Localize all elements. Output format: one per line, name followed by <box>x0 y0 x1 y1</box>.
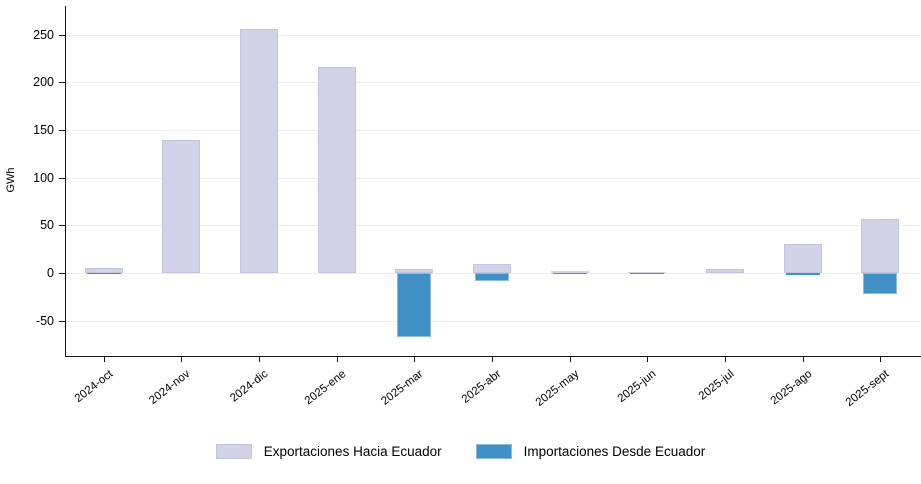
legend-swatch-importaciones <box>475 444 512 459</box>
y-tick-mark <box>59 320 65 322</box>
x-tick-label: 2025-ene <box>302 368 349 408</box>
legend-swatch-exportaciones <box>215 444 252 459</box>
x-tick-label: 2025-sept <box>843 368 892 409</box>
x-tick-mark <box>181 357 183 362</box>
legend-item-importaciones: Importaciones Desde Ecuador <box>475 444 706 459</box>
legend-label-exportaciones: Exportaciones Hacia Ecuador <box>263 444 442 459</box>
x-tick-label: 2025-may <box>533 368 582 409</box>
y-tick-label: 50 <box>40 218 54 233</box>
y-tick-label: 250 <box>33 27 54 42</box>
bar-export <box>473 263 511 274</box>
y-tick-mark <box>59 177 65 179</box>
x-tick-mark <box>103 357 105 362</box>
x-tick-mark <box>569 357 571 362</box>
bar-export <box>783 244 822 274</box>
y-tick-mark <box>59 273 65 275</box>
x-tick-label: 2025-mar <box>379 368 426 408</box>
y-axis-title: GWh <box>5 167 17 193</box>
x-tick-mark <box>492 357 493 362</box>
y-axis-line <box>65 6 66 357</box>
x-tick-mark <box>414 357 416 362</box>
legend: Exportaciones Hacia Ecuador Importacione… <box>0 444 921 459</box>
y-tick-mark <box>59 82 65 84</box>
bar-export <box>240 28 279 274</box>
y-tick-mark <box>59 130 65 132</box>
y-tick-label: 150 <box>33 123 54 138</box>
gridline <box>66 130 920 132</box>
bar-import <box>863 273 898 295</box>
x-tick-label: 2025-jul <box>696 368 737 403</box>
gridline <box>66 225 920 227</box>
x-tick-label: 2024-nov <box>147 368 193 407</box>
gridline <box>66 320 920 322</box>
x-tick-label: 2025-ago <box>768 368 814 408</box>
x-tick-label: 2025-abr <box>459 368 504 406</box>
bar-import <box>397 273 432 337</box>
x-tick-label: 2024-dic <box>228 368 271 405</box>
bar-export <box>317 67 356 274</box>
bar-export <box>84 268 123 274</box>
x-tick-mark <box>724 357 726 362</box>
bar-export <box>861 218 900 274</box>
x-tick-label: 2025-jun <box>615 368 659 406</box>
x-tick-mark <box>802 357 804 362</box>
y-tick-mark <box>59 34 65 36</box>
bar-import <box>86 273 121 275</box>
bar-export <box>395 269 434 274</box>
legend-label-importaciones: Importaciones Desde Ecuador <box>523 444 706 459</box>
y-tick-label: 100 <box>33 170 54 185</box>
bar-export <box>705 269 744 274</box>
bar-import <box>475 273 509 281</box>
legend-item-exportaciones: Exportaciones Hacia Ecuador <box>215 444 442 459</box>
gridline <box>66 34 920 36</box>
gridline <box>66 177 920 179</box>
y-tick-label: -50 <box>35 313 54 328</box>
x-tick-mark <box>259 357 261 362</box>
y-tick-mark <box>59 225 65 227</box>
x-tick-label: 2024-oct <box>72 368 116 406</box>
y-tick-label: 200 <box>33 75 54 90</box>
bar-import <box>785 273 820 275</box>
bar-export <box>162 139 201 274</box>
bar-import <box>630 273 665 275</box>
x-tick-mark <box>336 357 338 362</box>
x-tick-mark <box>647 357 649 362</box>
bar-export <box>550 271 589 274</box>
bar-export <box>628 272 667 274</box>
y-tick-label: 0 <box>47 266 54 281</box>
bar-import <box>552 273 587 275</box>
x-tick-mark <box>880 357 882 362</box>
gridline <box>66 82 920 84</box>
x-axis-line <box>65 356 921 357</box>
